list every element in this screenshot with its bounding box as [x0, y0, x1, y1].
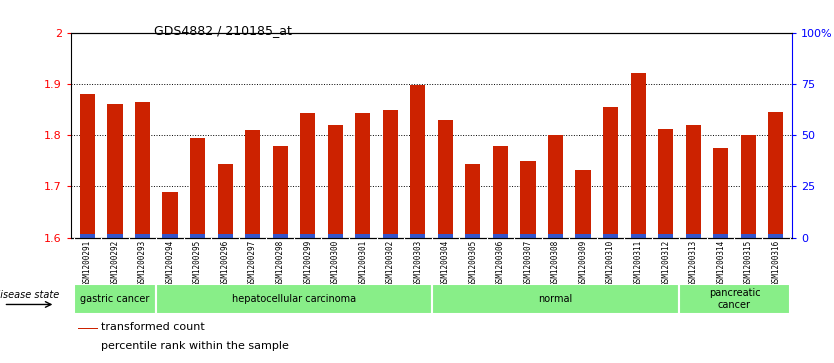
Bar — [438, 234, 453, 238]
Bar — [355, 234, 370, 238]
Bar — [190, 138, 205, 238]
Bar — [300, 113, 315, 238]
Bar — [520, 161, 535, 238]
Text: percentile rank within the sample: percentile rank within the sample — [101, 341, 289, 351]
Text: GSM1200300: GSM1200300 — [331, 240, 339, 286]
Text: GSM1200309: GSM1200309 — [579, 240, 587, 286]
Bar — [355, 113, 370, 238]
Bar — [631, 234, 646, 238]
Bar — [741, 234, 756, 238]
Bar — [520, 234, 535, 238]
Bar — [603, 107, 618, 238]
Text: GDS4882 / 210185_at: GDS4882 / 210185_at — [154, 24, 292, 37]
Text: transformed count: transformed count — [101, 322, 205, 332]
Text: GSM1200291: GSM1200291 — [83, 240, 92, 286]
Bar — [465, 164, 480, 238]
Bar — [575, 170, 590, 238]
Text: GSM1200312: GSM1200312 — [661, 240, 671, 286]
Text: pancreatic
cancer: pancreatic cancer — [709, 288, 761, 310]
Bar — [245, 130, 260, 238]
FancyBboxPatch shape — [73, 284, 156, 314]
Bar — [383, 110, 398, 238]
Bar — [686, 234, 701, 238]
Bar — [135, 102, 150, 238]
Text: GSM1200315: GSM1200315 — [744, 240, 753, 286]
Bar — [410, 85, 425, 238]
Bar — [493, 147, 508, 238]
Text: GSM1200310: GSM1200310 — [606, 240, 615, 286]
Bar — [273, 147, 288, 238]
Bar — [108, 105, 123, 238]
Bar — [80, 234, 95, 238]
Text: hepatocellular carcinoma: hepatocellular carcinoma — [232, 294, 356, 304]
Bar — [328, 125, 343, 238]
Text: gastric cancer: gastric cancer — [80, 294, 149, 304]
Bar — [741, 135, 756, 238]
Text: GSM1200308: GSM1200308 — [551, 240, 560, 286]
Bar — [108, 234, 123, 238]
Bar — [658, 129, 673, 238]
Text: GSM1200302: GSM1200302 — [386, 240, 394, 286]
Bar — [548, 234, 563, 238]
Bar — [163, 192, 178, 238]
Text: GSM1200299: GSM1200299 — [304, 240, 312, 286]
Text: GSM1200296: GSM1200296 — [220, 240, 229, 286]
Text: normal: normal — [539, 294, 573, 304]
Bar — [768, 234, 783, 238]
Bar — [328, 234, 343, 238]
Bar — [713, 148, 728, 238]
Text: disease state: disease state — [0, 290, 59, 299]
Bar — [383, 234, 398, 238]
Bar — [273, 234, 288, 238]
Text: GSM1200297: GSM1200297 — [249, 240, 257, 286]
Text: GSM1200301: GSM1200301 — [359, 240, 367, 286]
Bar — [631, 73, 646, 238]
Text: GSM1200293: GSM1200293 — [138, 240, 147, 286]
FancyBboxPatch shape — [431, 284, 680, 314]
FancyBboxPatch shape — [680, 284, 790, 314]
Bar — [163, 234, 178, 238]
Bar — [190, 234, 205, 238]
Text: GSM1200303: GSM1200303 — [414, 240, 422, 286]
Bar — [78, 328, 98, 329]
Bar — [300, 234, 315, 238]
Text: GSM1200314: GSM1200314 — [716, 240, 726, 286]
Bar — [603, 234, 618, 238]
Bar — [768, 112, 783, 238]
Bar — [218, 234, 233, 238]
Text: GSM1200316: GSM1200316 — [771, 240, 781, 286]
Bar — [465, 234, 480, 238]
FancyBboxPatch shape — [156, 284, 431, 314]
Bar — [493, 234, 508, 238]
Text: GSM1200295: GSM1200295 — [193, 240, 202, 286]
Text: GSM1200292: GSM1200292 — [110, 240, 119, 286]
Bar — [575, 234, 590, 238]
Bar — [658, 234, 673, 238]
Text: GSM1200304: GSM1200304 — [441, 240, 450, 286]
Bar — [713, 234, 728, 238]
Bar — [135, 234, 150, 238]
Text: GSM1200311: GSM1200311 — [634, 240, 643, 286]
Bar — [80, 94, 95, 238]
Text: GSM1200313: GSM1200313 — [689, 240, 698, 286]
Bar — [245, 234, 260, 238]
Bar — [686, 125, 701, 238]
Text: GSM1200307: GSM1200307 — [524, 240, 532, 286]
Text: GSM1200294: GSM1200294 — [165, 240, 174, 286]
Text: GSM1200306: GSM1200306 — [496, 240, 505, 286]
Bar — [218, 164, 233, 238]
Bar — [548, 135, 563, 238]
Bar — [410, 234, 425, 238]
Text: GSM1200298: GSM1200298 — [276, 240, 284, 286]
Bar — [438, 120, 453, 238]
Text: GSM1200305: GSM1200305 — [469, 240, 477, 286]
